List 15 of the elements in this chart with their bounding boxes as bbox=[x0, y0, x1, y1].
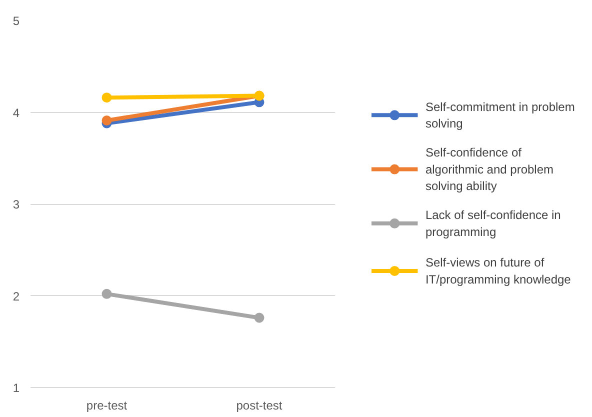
y-tick-label: 2 bbox=[12, 289, 20, 304]
point bbox=[254, 312, 264, 323]
y-tick-label: 3 bbox=[12, 198, 20, 212]
y-tick-label: 4 bbox=[12, 106, 20, 120]
y-tick-label: 5 bbox=[12, 14, 20, 28]
legend-label: Self-views on future of IT/programming knowledge bbox=[425, 256, 572, 286]
x-tick-label: pre-test bbox=[86, 398, 128, 412]
legend-label: Lack of self-confidence in programming bbox=[425, 208, 561, 239]
legend-label: Self-commitment in problem solving bbox=[425, 100, 575, 131]
x-tick-label: post-test bbox=[236, 398, 283, 412]
legend-label: Self-confidence of algorithmic and problem solving ability bbox=[425, 146, 554, 194]
point bbox=[102, 116, 112, 126]
y-tick-label: 1 bbox=[12, 381, 20, 395]
point bbox=[102, 92, 112, 103]
point bbox=[102, 288, 112, 299]
